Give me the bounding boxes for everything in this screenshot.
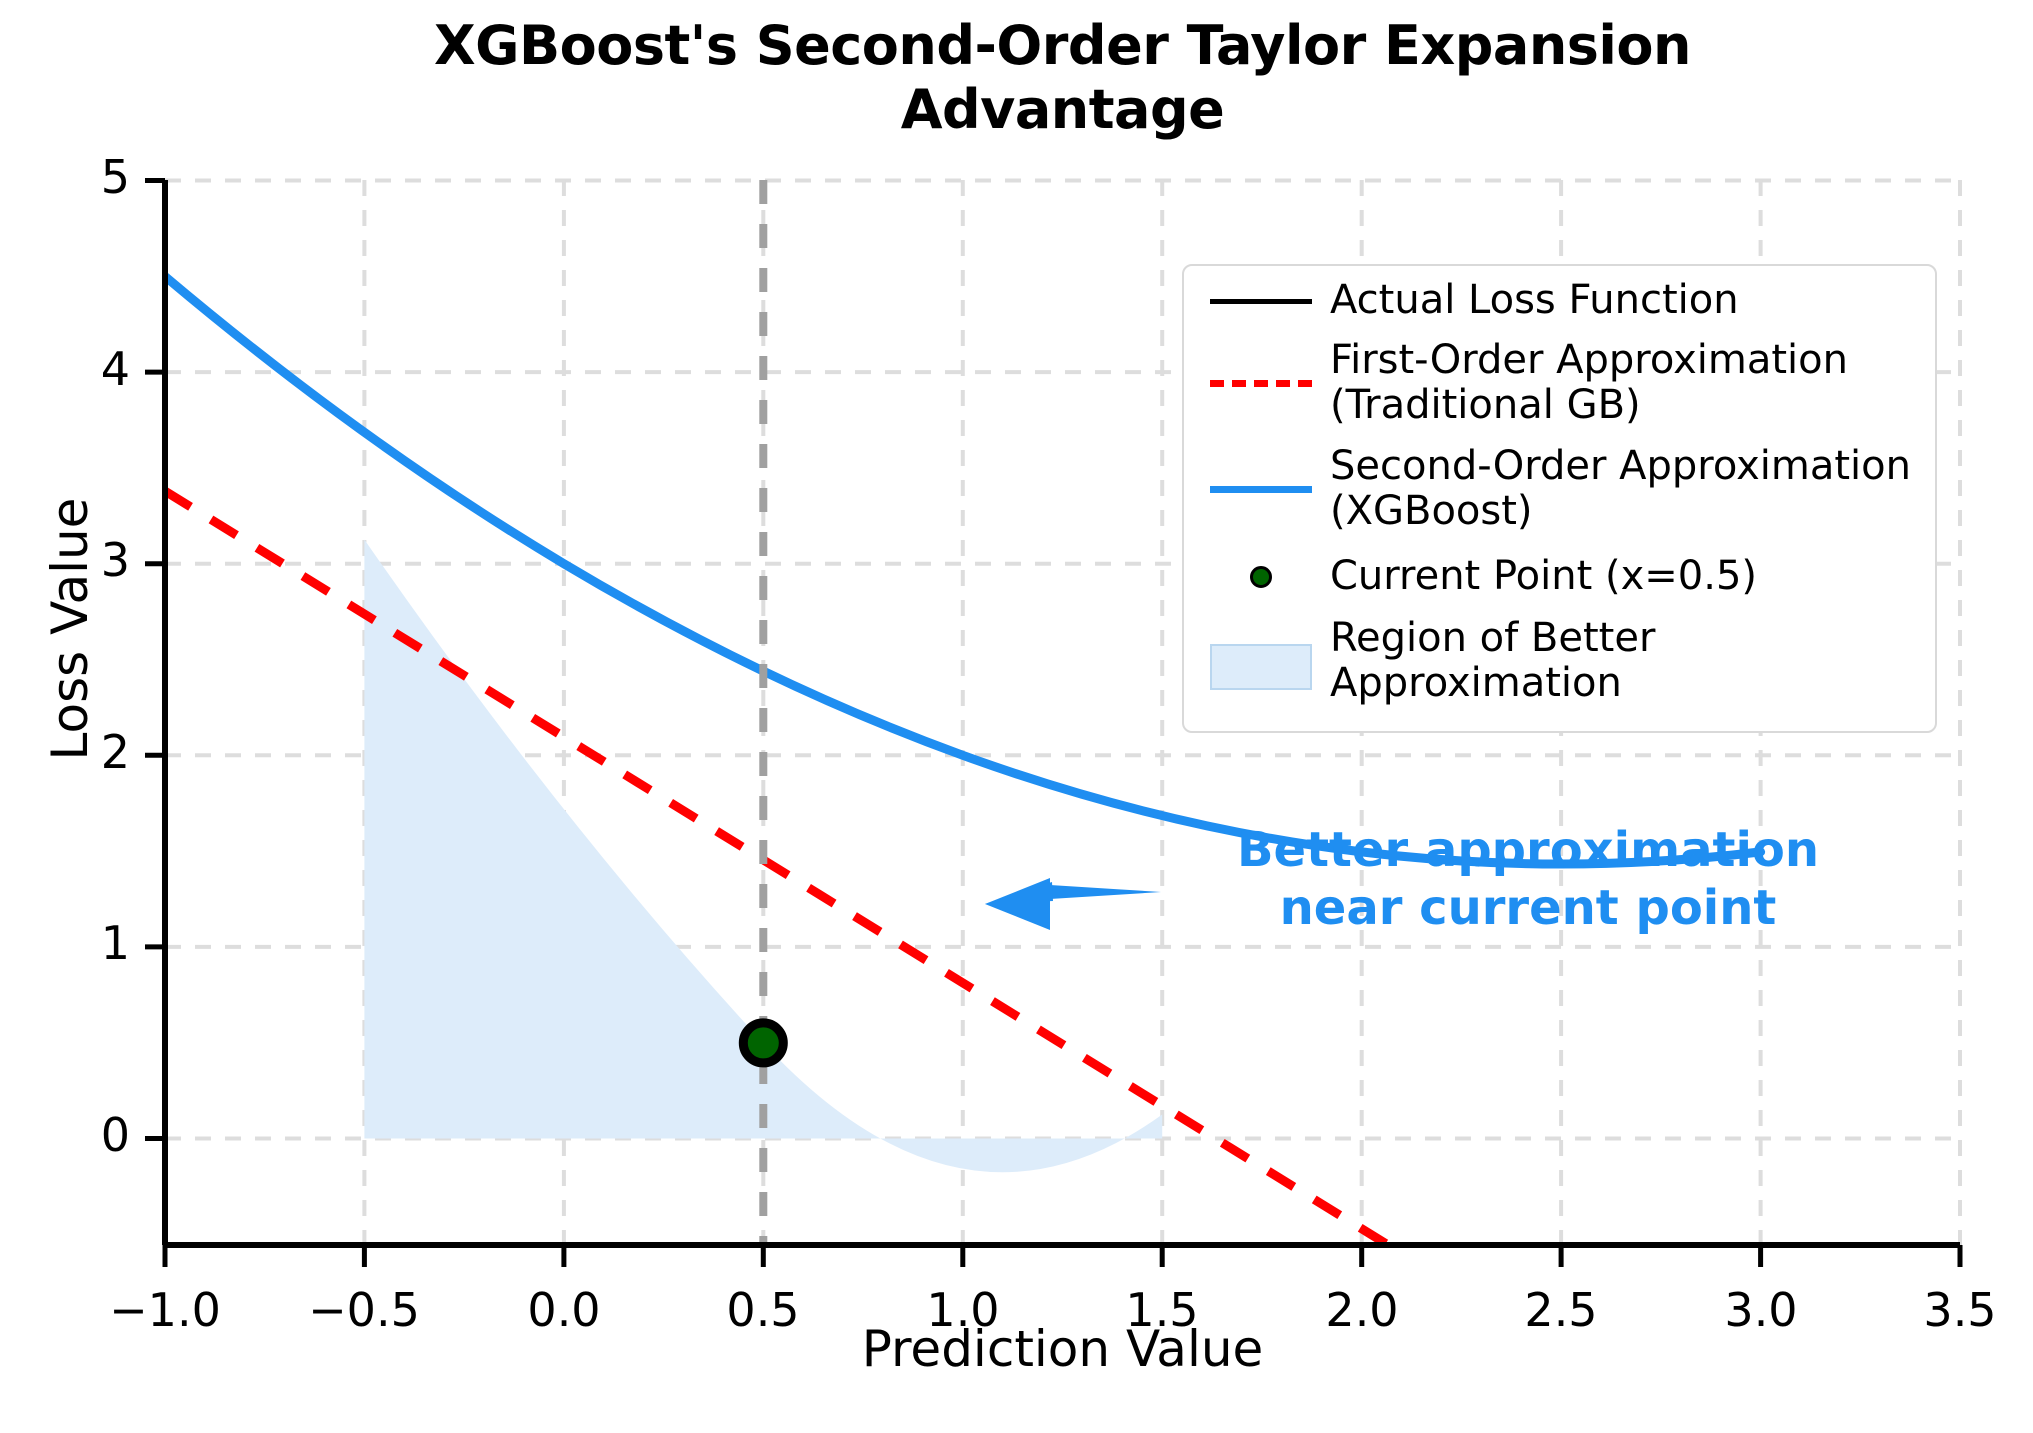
xtick-label-3: 0.5 (726, 1283, 800, 1337)
xtick-label-6: 2.0 (1325, 1283, 1399, 1337)
legend-handle-solid-black-line (1202, 278, 1320, 324)
legend-label-second-order: Second-Order Approximation (XGBoost) (1330, 443, 1911, 535)
annotation-arrow (985, 878, 1161, 930)
ytick-label-3: 3 (100, 533, 130, 587)
ytick-label-4: 4 (100, 342, 130, 396)
ytick-label-1: 1 (100, 916, 130, 970)
chart-title: XGBoost's Second-Order Taylor Expansion … (434, 14, 1691, 141)
legend-label-current-point: Current Point (x=0.5) (1330, 553, 1757, 600)
x-axis-label: Prediction Value (861, 1320, 1264, 1378)
legend-item-region[interactable]: Region of Better Approximation (1202, 615, 1656, 707)
legend-handle-green-dot-marker (1202, 554, 1320, 600)
xtick-label-1: −0.5 (308, 1283, 420, 1337)
legend-label-actual-loss: Actual Loss Function (1330, 277, 1739, 324)
legend-handle-dashed-red-line (1202, 360, 1320, 406)
legend-item-current-point[interactable]: Current Point (x=0.5) (1202, 554, 1757, 600)
legend-item-first-order[interactable]: First-Order Approximation (Traditional G… (1202, 337, 1848, 429)
better-approximation-annotation: Better approximation near current point (1236, 822, 1820, 936)
current-point-marker (738, 1018, 788, 1068)
chart-legend: Actual Loss Function First-Order Approxi… (1182, 264, 1937, 733)
legend-item-actual-loss[interactable]: Actual Loss Function (1202, 278, 1739, 324)
xtick-label-2: 0.0 (527, 1283, 601, 1337)
xtick-label-9: 3.5 (1923, 1283, 1997, 1337)
ytick-label-0: 0 (100, 1108, 130, 1162)
axis-spines (162, 180, 1960, 1248)
legend-handle-light-blue-patch (1202, 638, 1320, 691)
legend-item-second-order[interactable]: Second-Order Approximation (XGBoost) (1202, 443, 1911, 535)
xtick-label-4: 1.0 (926, 1283, 1000, 1337)
legend-handle-solid-blue-line (1202, 466, 1320, 512)
xtick-label-5: 1.5 (1125, 1283, 1199, 1337)
y-tick-marks (145, 178, 165, 1141)
ytick-label-2: 2 (100, 725, 130, 779)
legend-label-region: Region of Better Approximation (1330, 615, 1656, 707)
y-axis-label: Loss Value (41, 497, 99, 761)
xtick-label-7: 2.5 (1524, 1283, 1598, 1337)
first-order-approximation-line (165, 487, 1397, 1245)
legend-label-first-order: First-Order Approximation (Traditional G… (1330, 337, 1848, 429)
region-of-better-approximation (364, 539, 1163, 1173)
xtick-label-8: 3.0 (1724, 1283, 1798, 1337)
ytick-label-5: 5 (100, 150, 130, 204)
xtick-label-0: −1.0 (109, 1283, 221, 1337)
second-order-approximation-curve (165, 271, 1766, 869)
x-tick-marks (162, 1245, 1963, 1267)
